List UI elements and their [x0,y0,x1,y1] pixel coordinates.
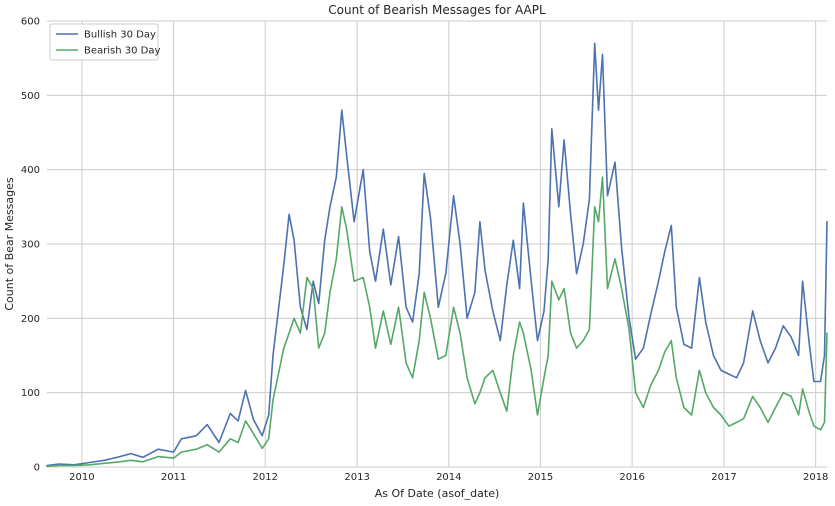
legend-label-bearish: Bearish 30 Day [84,46,160,57]
legend: Bullish 30 Day Bearish 30 Day [49,23,160,61]
x-tick-label: 2010 [69,472,94,483]
chart-title: Count of Bearish Messages for AAPL [328,3,546,17]
y-axis-label: Count of Bear Messages [3,177,16,311]
x-tick-labels: 2010 2011 2012 2013 2014 2015 2016 2017 2018 [69,472,828,483]
y-tick-label: 600 [21,17,40,28]
y-tick-label: 400 [21,165,40,176]
x-tick-label: 2012 [253,472,278,483]
x-tick-label: 2014 [436,472,461,483]
series-line-bearish [46,176,828,468]
legend-box [49,23,159,61]
x-tick-label: 2016 [619,472,644,483]
y-tick-label: 300 [21,240,40,251]
y-tick-label: 200 [21,314,40,325]
legend-label-bullish: Bullish 30 Day [84,30,156,41]
series-lines [46,42,828,468]
x-tick-label: 2018 [803,472,828,483]
y-tick-label: 100 [21,388,40,399]
x-axis-label: As Of Date (asof_date) [375,487,500,500]
x-tick-label: 2017 [711,472,736,483]
series-line-bullish [46,42,828,467]
x-tick-label: 2013 [344,472,369,483]
x-tick-label: 2011 [161,472,186,483]
y-tick-label: 0 [34,463,40,474]
y-tick-labels: 0 100 200 300 400 500 600 [21,17,40,474]
y-tick-label: 500 [21,91,40,102]
x-tick-label: 2015 [528,472,553,483]
